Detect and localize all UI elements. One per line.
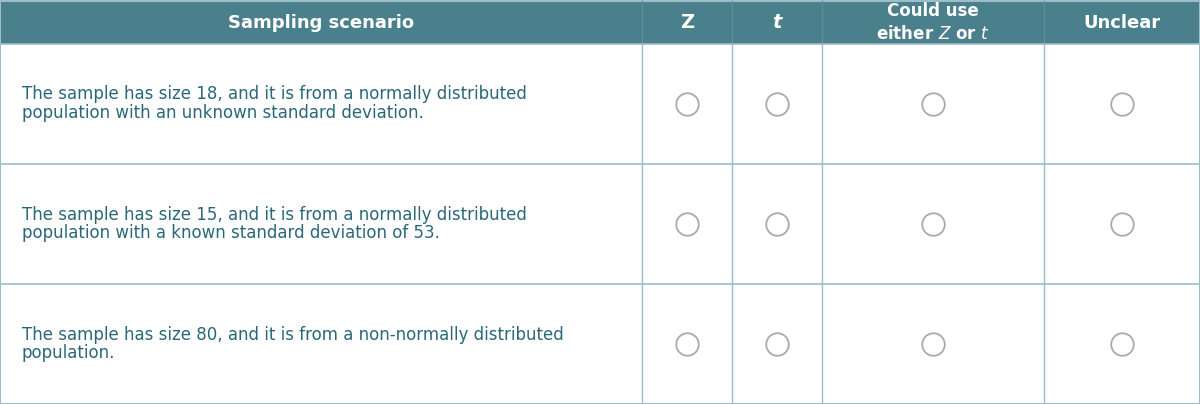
Bar: [0, 284, 1200, 404]
Text: population with an unknown standard deviation.: population with an unknown standard devi…: [22, 104, 424, 122]
Bar: [0, 1, 1200, 44]
Text: The sample has size 15, and it is from a normally distributed: The sample has size 15, and it is from a…: [22, 206, 527, 223]
Text: The sample has size 80, and it is from a non-normally distributed: The sample has size 80, and it is from a…: [22, 326, 563, 344]
Text: population with a known standard deviation of 53.: population with a known standard deviati…: [22, 224, 439, 242]
Text: t: t: [773, 13, 781, 32]
Text: either $Z$ or $t$: either $Z$ or $t$: [876, 25, 990, 43]
Text: Z: Z: [680, 13, 694, 32]
Text: Sampling scenario: Sampling scenario: [228, 13, 414, 32]
Text: Could use: Could use: [887, 2, 979, 20]
Text: population.: population.: [22, 344, 115, 362]
Text: Unclear: Unclear: [1084, 13, 1160, 32]
Text: The sample has size 18, and it is from a normally distributed: The sample has size 18, and it is from a…: [22, 85, 527, 103]
Bar: [0, 164, 1200, 284]
Bar: [0, 44, 1200, 164]
